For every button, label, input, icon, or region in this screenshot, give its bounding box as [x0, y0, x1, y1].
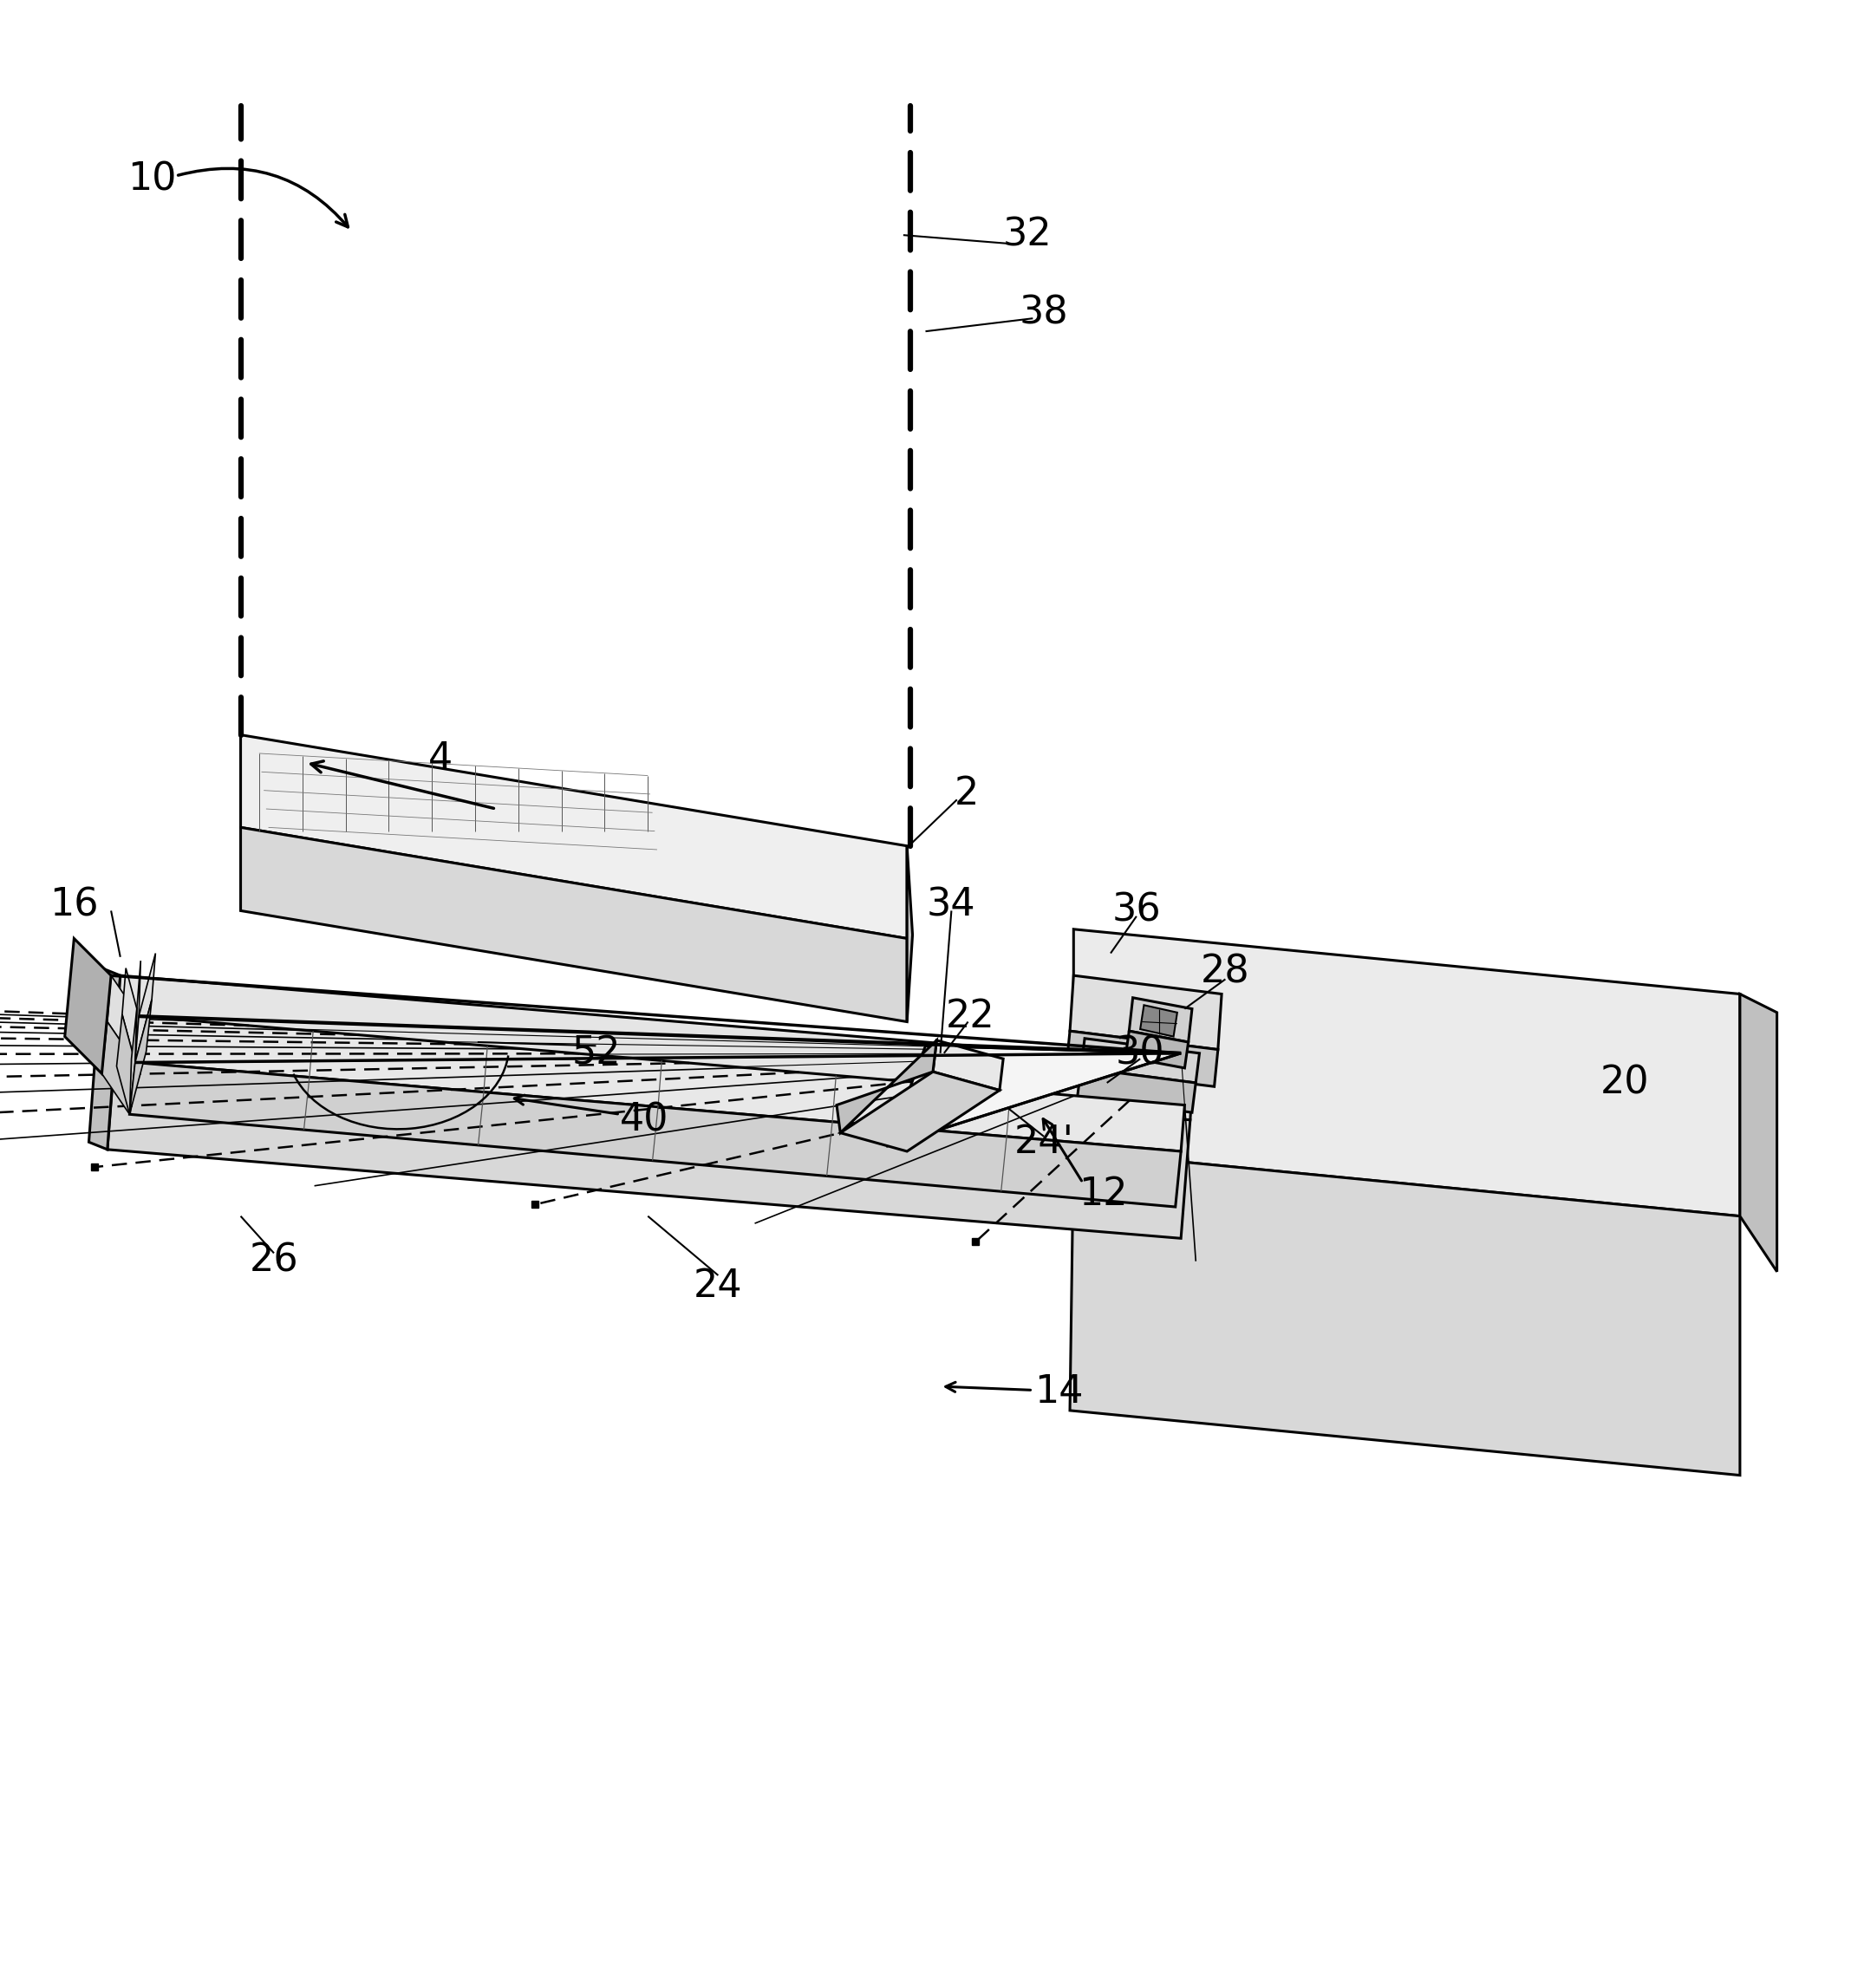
Polygon shape [840, 1072, 1000, 1151]
Polygon shape [107, 1032, 1190, 1239]
Polygon shape [102, 1022, 135, 1115]
Polygon shape [122, 968, 139, 1062]
Text: 32: 32 [1003, 217, 1051, 254]
Text: 24: 24 [694, 1268, 742, 1304]
Polygon shape [1740, 994, 1777, 1272]
Polygon shape [1125, 1032, 1188, 1068]
Polygon shape [117, 1014, 135, 1115]
Text: 12: 12 [1079, 1175, 1127, 1213]
Text: 38: 38 [1020, 294, 1068, 332]
Polygon shape [135, 954, 155, 1062]
Polygon shape [89, 968, 120, 1149]
Text: 10: 10 [128, 161, 176, 199]
Polygon shape [130, 1000, 152, 1115]
Text: 2: 2 [953, 775, 979, 813]
Polygon shape [1081, 1038, 1199, 1083]
Text: 30: 30 [1116, 1034, 1164, 1072]
Polygon shape [1140, 1006, 1177, 1036]
Polygon shape [65, 938, 111, 1074]
Polygon shape [1077, 1068, 1196, 1113]
Text: 36: 36 [1112, 893, 1161, 928]
Polygon shape [1129, 998, 1192, 1042]
Polygon shape [135, 1016, 1185, 1151]
Polygon shape [907, 847, 913, 1022]
Polygon shape [933, 1040, 1003, 1089]
Polygon shape [130, 1008, 137, 1115]
Polygon shape [1070, 1151, 1740, 1475]
Text: 26: 26 [250, 1242, 298, 1278]
Text: 34: 34 [927, 887, 975, 924]
Text: 4: 4 [428, 740, 453, 777]
Polygon shape [1074, 928, 1740, 1217]
Polygon shape [117, 976, 1194, 1119]
Polygon shape [241, 827, 907, 1022]
Text: 52: 52 [572, 1034, 620, 1072]
Polygon shape [1066, 1032, 1218, 1087]
Text: 14: 14 [1035, 1374, 1083, 1411]
Text: 24': 24' [1014, 1123, 1074, 1161]
Text: 40: 40 [620, 1101, 668, 1139]
Polygon shape [130, 1062, 1181, 1207]
Polygon shape [241, 736, 907, 938]
Polygon shape [837, 1040, 937, 1133]
Polygon shape [107, 976, 139, 1062]
Text: 20: 20 [1601, 1064, 1649, 1101]
Polygon shape [888, 1046, 1181, 1145]
Text: 22: 22 [946, 998, 994, 1036]
Text: 16: 16 [50, 887, 98, 924]
Polygon shape [135, 960, 141, 1062]
Polygon shape [1070, 976, 1222, 1050]
Text: 28: 28 [1201, 952, 1249, 990]
